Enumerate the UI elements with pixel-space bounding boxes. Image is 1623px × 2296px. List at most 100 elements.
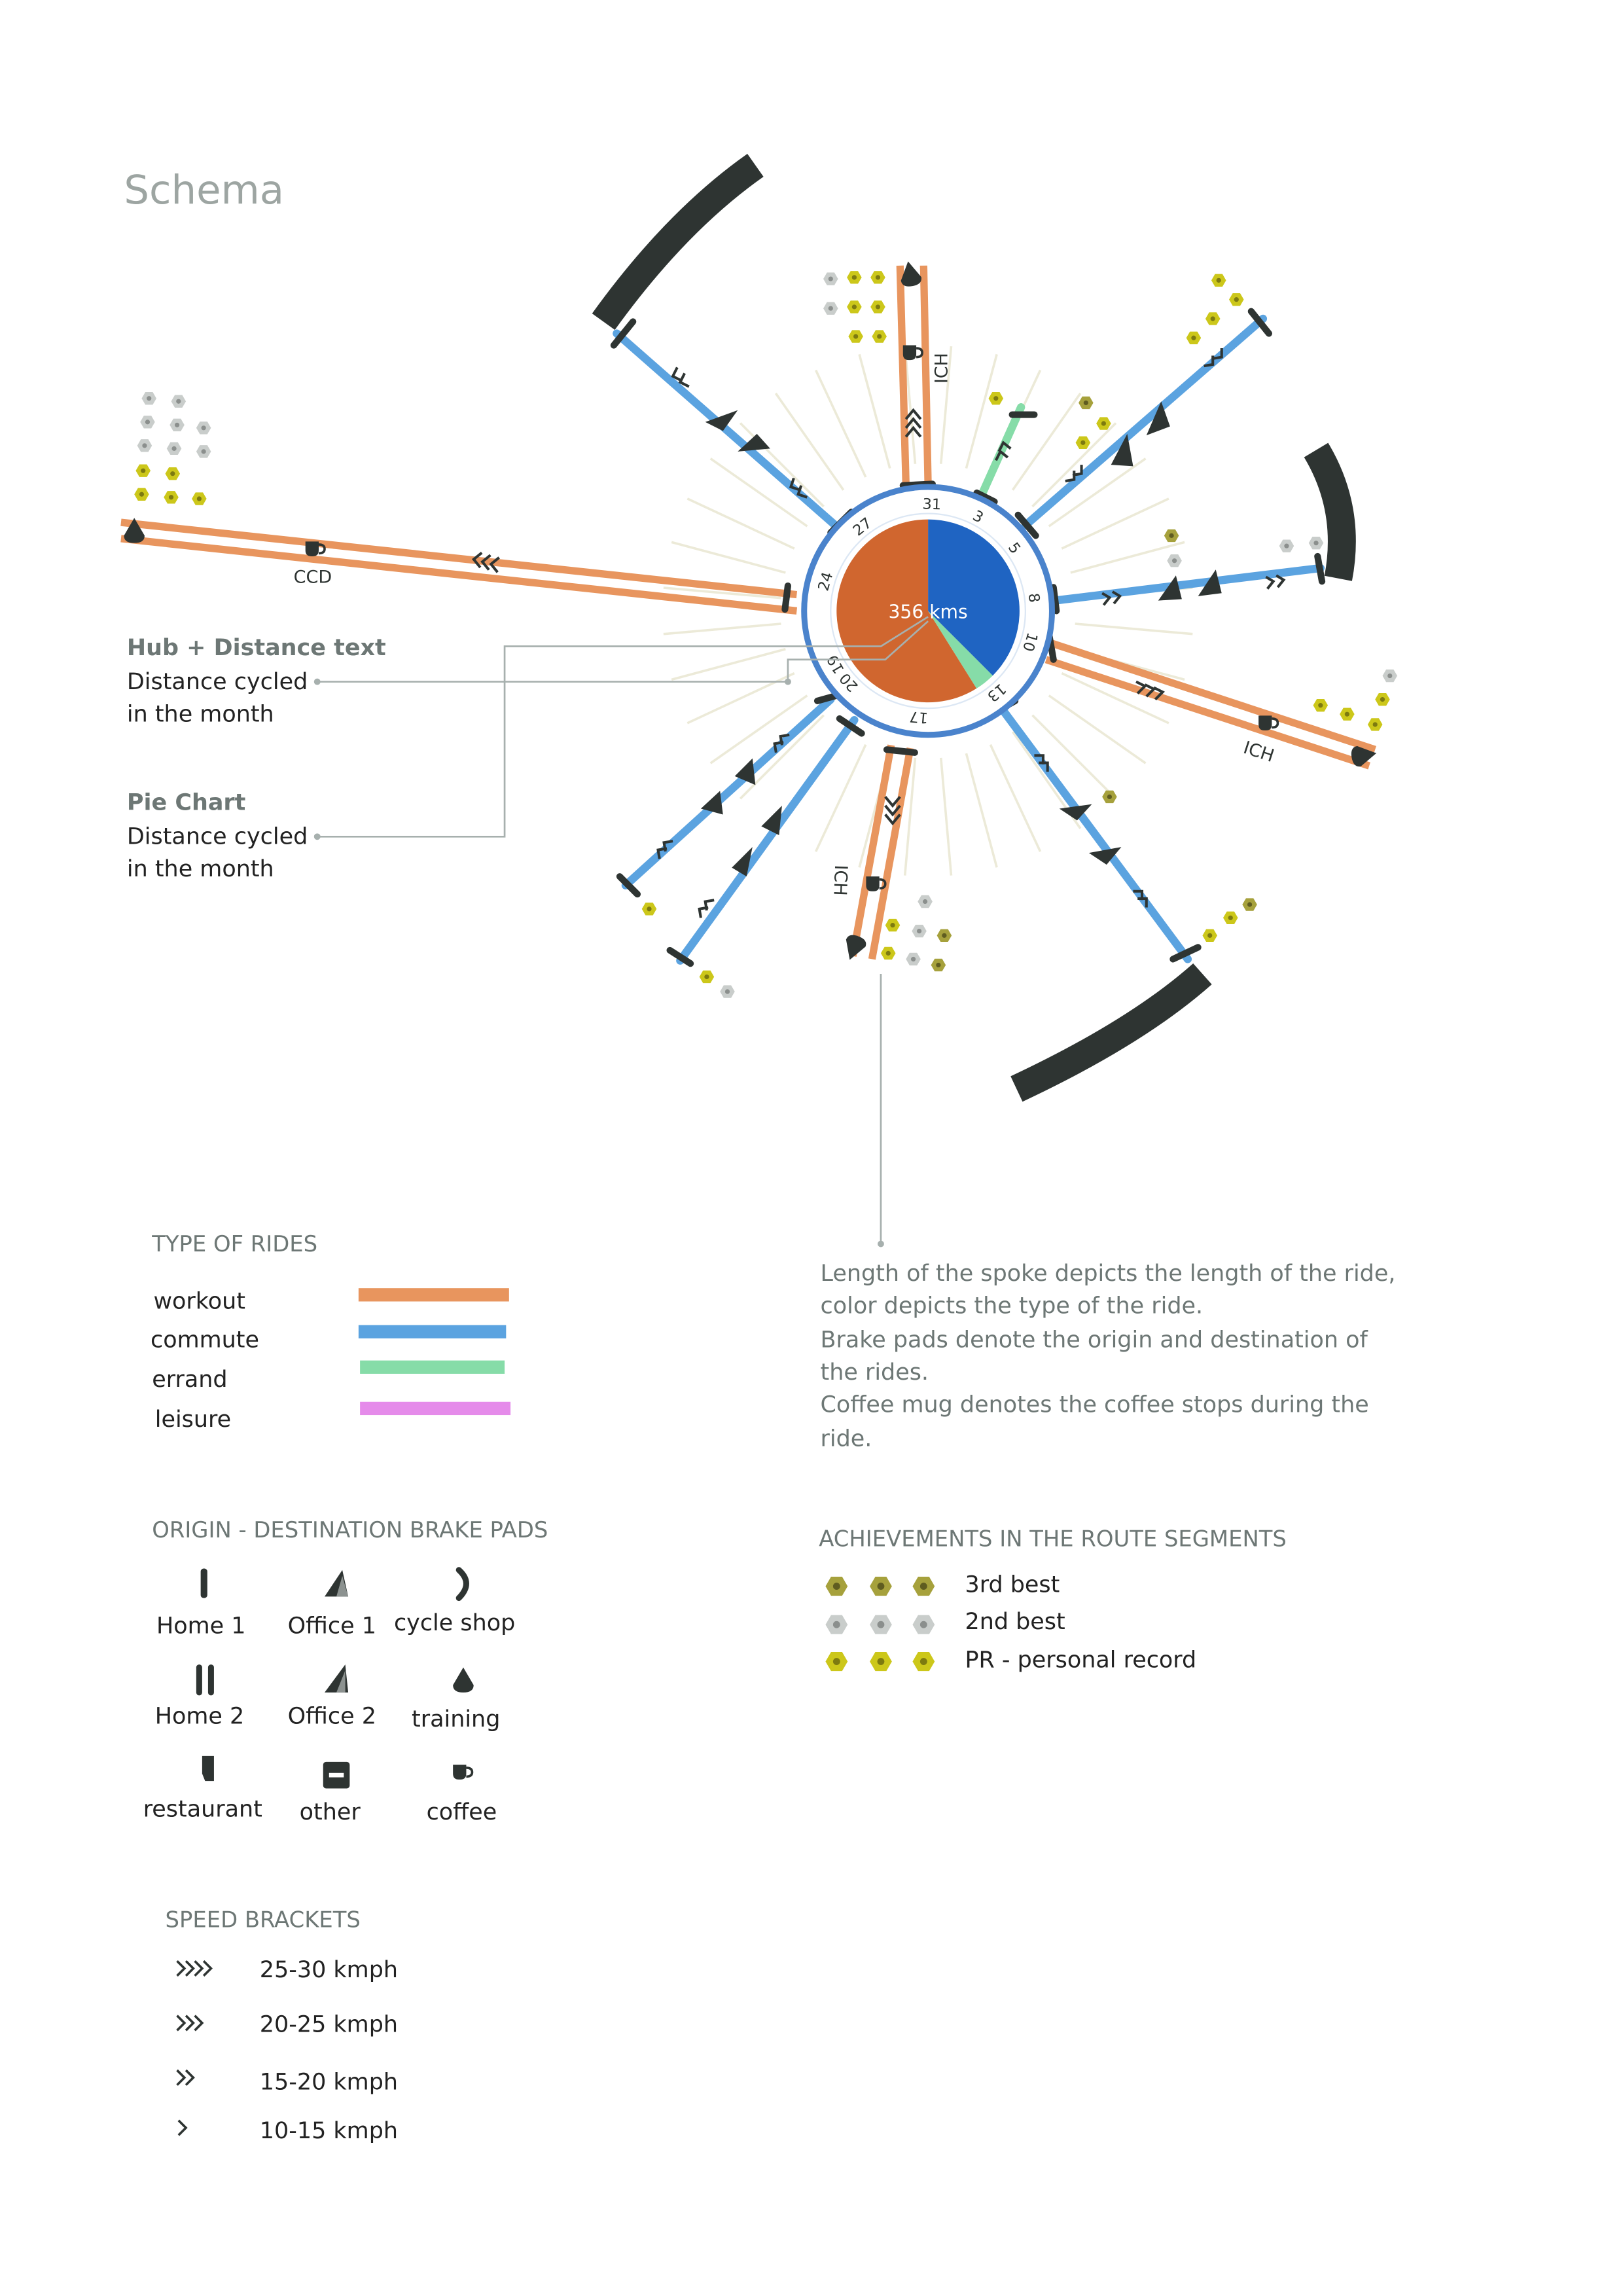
wedge-icon (738, 433, 770, 452)
background-ray (989, 744, 1042, 852)
background-ray (663, 586, 781, 600)
brake-pads (610, 308, 1326, 967)
description-line: Length of the spoke depicts the length o… (821, 1261, 1396, 1287)
outer-arc-bottom-right (1010, 963, 1212, 1102)
wedge-icon (705, 410, 738, 431)
legend-ride-types: TYPE OF RIDES workout commute errand lei… (151, 1231, 511, 1433)
background-ray (1011, 392, 1082, 491)
background-ray (739, 714, 825, 800)
background-ray (1075, 622, 1193, 636)
legend-pad-label: Home 1 (156, 1613, 246, 1640)
background-ray (903, 757, 917, 876)
double-bar-icon (207, 1664, 214, 1696)
background-ray (671, 541, 786, 574)
background-ray (1031, 714, 1117, 800)
spoke-day-19 (676, 715, 859, 965)
pad-bar (973, 489, 998, 505)
wedge-icon (1088, 847, 1122, 865)
legend-achievements-heading: ACHIEVEMENTS IN THE ROUTE SEGMENTS (819, 1526, 1287, 1552)
legend-achievement-label: 3rd best (965, 1572, 1060, 1598)
spoke-day-27 (613, 329, 838, 528)
background-ray (709, 457, 808, 528)
wedge-icon (761, 805, 782, 836)
hub-inner-ring (830, 512, 1027, 709)
pad-bar (1050, 584, 1060, 615)
wedge-icon (1146, 401, 1170, 436)
background-ray (903, 346, 917, 464)
pie-slice-workout (836, 519, 977, 703)
pad-bar (883, 746, 918, 756)
chevron-icon-4 (176, 1960, 213, 1977)
background-ray (1048, 457, 1147, 528)
background-ray (1048, 694, 1147, 764)
coffee-mug-icon (304, 540, 326, 558)
legend-ride-types-heading: TYPE OF RIDES (151, 1231, 317, 1257)
wedge-icon (1059, 804, 1092, 821)
crescent-icon (455, 1567, 469, 1602)
legend-pad-label: training (412, 1706, 500, 1732)
legend-speed-heading: SPEED BRACKETS (166, 1907, 361, 1932)
drop-icon (453, 1667, 474, 1693)
legend-speed-label: 15-20 kmph (260, 2069, 398, 2095)
background-ray (1061, 672, 1169, 725)
legend-pad-label: cycle shop (394, 1610, 515, 1636)
legend-ride-label: workout (153, 1289, 245, 1315)
callout-hub-line1: Distance cycled (127, 669, 308, 695)
legend-swatch-errand (360, 1360, 505, 1374)
outer-arc-right (1304, 442, 1356, 581)
legend-pad-label: Office 1 (288, 1613, 376, 1640)
pad-bar (610, 318, 637, 349)
legend-achievements: ACHIEVEMENTS IN THE ROUTE SEGMENTS 3rd b… (819, 1526, 1287, 1674)
pad-bar (836, 715, 865, 737)
hub-distance-text: 356 kms (889, 601, 968, 623)
pad-bar (666, 946, 694, 967)
legend-pad-label: Office 2 (288, 1703, 376, 1729)
legend-achievement-label: 2nd best (965, 1609, 1065, 1635)
pad-bar (1169, 944, 1202, 963)
pie-slice-commute (928, 519, 1020, 676)
legend-achievement-label: PR - personal record (965, 1647, 1196, 1674)
callout-pie-heading: Pie Chart (127, 790, 245, 816)
hub-day-label: 8 (1025, 592, 1043, 603)
chevron-icon-2 (176, 2069, 195, 2086)
spoke-day-5 (1021, 314, 1268, 529)
wedge-icon (1198, 569, 1222, 596)
background-ray (939, 757, 953, 876)
wedge-icon (1158, 575, 1182, 601)
double-bar-icon (196, 1664, 202, 1696)
pad-bar (616, 873, 641, 898)
legend-pad-label: Home 2 (155, 1703, 245, 1729)
background-ray (965, 353, 998, 469)
wedge-icon (1111, 433, 1133, 467)
background-ray (858, 353, 891, 469)
spoke-label-ich-top: ICH (931, 353, 952, 384)
legend-pad-label: other (300, 1799, 361, 1825)
background-ray (814, 744, 867, 852)
coffee-mug-icon (452, 1763, 474, 1781)
callout-pie-line1: Distance cycled (127, 824, 308, 850)
outer-arcs (592, 153, 1356, 1102)
legend-ride-label: commute (151, 1327, 259, 1353)
wedge-icon (732, 847, 753, 877)
hub-day-label: 17 (909, 708, 929, 726)
pad-bar (781, 582, 792, 613)
spoke-day-3-errand (978, 403, 1026, 497)
single-bar-icon (200, 1568, 207, 1598)
legend-swatch-leisure (360, 1401, 511, 1416)
background-ray (965, 753, 998, 868)
pie-chart (836, 519, 1020, 703)
legend-pad-label: coffee (427, 1799, 497, 1825)
background-ray (939, 346, 953, 464)
spoke-ich-right (1044, 639, 1376, 770)
background-ray (774, 392, 845, 491)
wedge-icon (700, 791, 723, 815)
spoke-ich-bottom (849, 744, 914, 960)
description-line: Brake pads denote the origin and destina… (821, 1327, 1368, 1353)
spoke-day-13 (1001, 708, 1192, 963)
background-ray (1061, 497, 1169, 550)
hub-day-label: 31 (922, 495, 942, 513)
legend-ride-label: leisure (155, 1407, 231, 1433)
spoke-label-ccd: CCD (294, 567, 332, 588)
